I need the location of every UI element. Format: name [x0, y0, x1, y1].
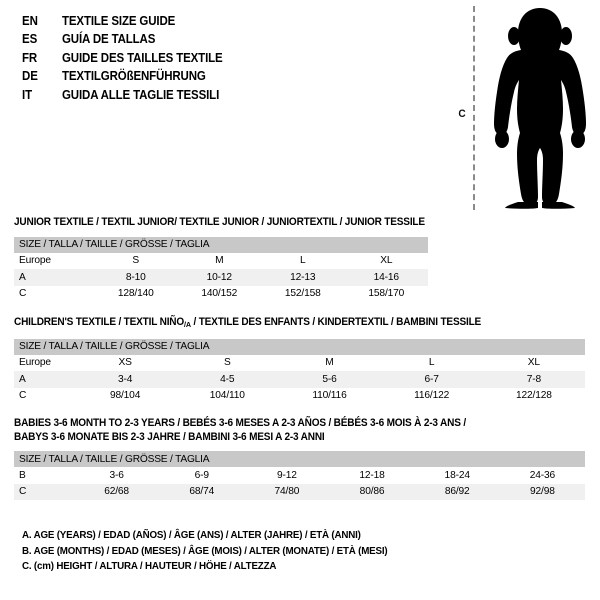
language-row: FR GUIDE DES TAILLES TEXTILE [22, 51, 237, 69]
table-row: C 62/68 68/74 74/80 80/86 86/92 92/98 [14, 483, 585, 500]
table-row: Europe XS S M L XL [14, 354, 585, 371]
row-cell: XL [344, 252, 429, 269]
row-cell: 5-6 [278, 371, 381, 388]
row-cell: 12-18 [329, 467, 415, 484]
table-title-spacer [14, 332, 585, 339]
table-block-babies: BABIES 3-6 MONTH TO 2-3 YEARS / BEBÉS 3-… [14, 417, 585, 500]
legend-line: C. (cm) HEIGHT / ALTURA / HAUTEUR / HÖHE… [22, 561, 277, 572]
row-label: C [14, 483, 74, 500]
language-row: EN TEXTILE SIZE GUIDE [22, 14, 237, 32]
table-block-children: CHILDREN'S TEXTILE / TEXTIL NIÑO/A / TEX… [14, 316, 585, 404]
row-cell: 9-12 [244, 467, 330, 484]
row-cell: 3-4 [74, 371, 177, 388]
row-cell: 14-16 [344, 269, 429, 286]
language-code: EN [22, 14, 38, 28]
language-row: DE TEXTILGRÖßENFÜHRUNG [22, 69, 237, 87]
size-header-label: SIZE / TALLA / TAILLE / GRÖSSE / TAGLIA [14, 236, 429, 253]
table-title-junior: JUNIOR TEXTILE / TEXTIL JUNIOR/ TEXTILE … [14, 216, 425, 228]
row-cell: 140/152 [177, 285, 261, 302]
row-cell: XL [482, 354, 585, 371]
language-code: IT [22, 87, 33, 102]
row-label: A [14, 269, 94, 286]
row-cell: L [380, 354, 483, 371]
row-cell: 152/158 [261, 285, 345, 302]
row-cell: 128/140 [94, 285, 178, 302]
row-label: Europe [14, 354, 74, 371]
table-title-spacer [14, 230, 428, 237]
table-title-children: CHILDREN'S TEXTILE / TEXTIL NIÑO/A / TEX… [14, 316, 482, 329]
height-marker-label: C [458, 108, 466, 120]
row-cell: 3-6 [74, 467, 160, 484]
row-cell: S [94, 252, 178, 269]
size-header-row: SIZE / TALLA / TAILLE / GRÖSSE / TAGLIA [14, 338, 585, 355]
table-row: C 128/140 140/152 152/158 158/170 [14, 285, 429, 302]
row-cell: 62/68 [74, 483, 160, 500]
table-row: C 98/104 104/110 110/116 116/122 122/128 [14, 387, 585, 404]
row-cell: 18-24 [414, 467, 500, 484]
row-label: C [14, 387, 74, 404]
language-title: TEXTILE SIZE GUIDE [62, 14, 176, 28]
language-title: TEXTILGRÖßENFÜHRUNG [62, 69, 206, 84]
language-code: ES [22, 32, 38, 47]
row-cell: 74/80 [244, 483, 330, 500]
row-cell: 12-13 [261, 269, 345, 286]
legend-line: B. AGE (MONTHS) / EDAD (MESES) / ÂGE (MO… [22, 545, 388, 557]
language-title: GUIDE DES TAILLES TEXTILE [62, 50, 223, 65]
row-cell: 98/104 [74, 387, 177, 404]
size-table-babies: SIZE / TALLA / TAILLE / GRÖSSE / TAGLIA B… [14, 451, 585, 500]
table-title-babies: BABIES 3-6 MONTH TO 2-3 YEARS / BEBÉS 3-… [14, 417, 466, 429]
row-cell: 68/74 [159, 483, 245, 500]
size-header-label: SIZE / TALLA / TAILLE / GRÖSSE / TAGLIA [14, 338, 585, 355]
language-row: ES GUÍA DE TALLAS [22, 32, 237, 50]
toddler-silhouette-icon [494, 8, 586, 209]
row-label: B [14, 467, 74, 484]
row-cell: L [261, 252, 345, 269]
table-row: Europe S M L XL [14, 252, 429, 269]
table-row: A 8-10 10-12 12-13 14-16 [14, 269, 429, 286]
language-header: EN TEXTILE SIZE GUIDE ES GUÍA DE TALLAS FR GU… [22, 14, 237, 106]
size-table-children: SIZE / TALLA / TAILLE / GRÖSSE / TAGLIA E… [14, 338, 585, 404]
table-block-junior: JUNIOR TEXTILE / TEXTIL JUNIOR/ TEXTILE … [14, 216, 429, 302]
table-row: B 3-6 6-9 9-12 12-18 18-24 24-36 [14, 467, 585, 484]
row-cell: XS [74, 354, 177, 371]
row-cell: 116/122 [380, 387, 483, 404]
row-cell: 122/128 [482, 387, 585, 404]
row-cell: 6-9 [159, 467, 245, 484]
row-cell: 8-10 [94, 269, 178, 286]
language-row: IT GUIDA ALLE TAGLIE TESSILI [22, 88, 237, 106]
size-header-row: SIZE / TALLA / TAILLE / GRÖSSE / TAGLIA [14, 451, 585, 467]
language-title: GUIDA ALLE TAGLIE TESSILI [62, 87, 220, 102]
row-cell: 7-8 [482, 371, 585, 388]
language-code: FR [22, 50, 38, 65]
height-figure: C [440, 4, 600, 212]
row-cell: 110/116 [278, 387, 381, 404]
size-table-junior: SIZE / TALLA / TAILLE / GRÖSSE / TAGLIA E… [14, 236, 429, 302]
row-cell: 24-36 [499, 467, 585, 484]
legend-line: A. AGE (YEARS) / EDAD (AÑOS) / ÂGE (ANS)… [22, 530, 361, 541]
row-cell: M [177, 252, 261, 269]
table-title-babies-line2: BABYS 3-6 MONATE BIS 2-3 JAHRE / BAMBINI… [14, 430, 325, 443]
row-label: Europe [14, 252, 94, 269]
table-row: A 3-4 4-5 5-6 6-7 7-8 [14, 371, 585, 388]
row-cell: 80/86 [329, 483, 415, 500]
row-label: A [14, 371, 74, 388]
row-cell: M [278, 354, 381, 371]
language-title: GUÍA DE TALLAS [62, 32, 156, 47]
row-cell: 6-7 [380, 371, 483, 388]
language-code: DE [22, 69, 38, 84]
legend-block: A. AGE (YEARS) / EDAD (AÑOS) / ÂGE (ANS)… [22, 528, 407, 575]
row-cell: 4-5 [176, 371, 279, 388]
row-cell: 92/98 [499, 483, 585, 500]
row-label: C [14, 285, 94, 302]
size-header-row: SIZE / TALLA / TAILLE / GRÖSSE / TAGLIA [14, 236, 429, 253]
row-cell: 86/92 [414, 483, 500, 500]
table-title-spacer [14, 444, 585, 451]
size-header-label: SIZE / TALLA / TAILLE / GRÖSSE / TAGLIA [14, 451, 585, 467]
row-cell: 158/170 [344, 285, 429, 302]
height-dashed-line [473, 6, 475, 210]
row-cell: 10-12 [177, 269, 261, 286]
row-cell: 104/110 [176, 387, 279, 404]
row-cell: S [176, 354, 279, 371]
